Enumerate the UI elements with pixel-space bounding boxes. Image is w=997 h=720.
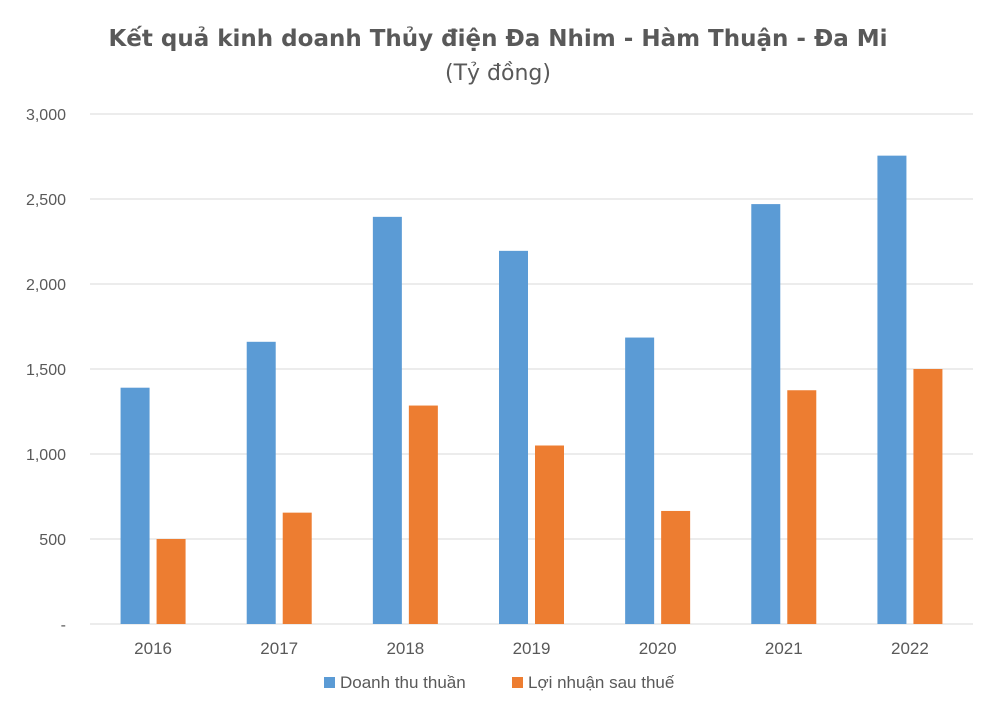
bar-doanh-thu (877, 155, 907, 624)
x-tick-label: 2019 (513, 639, 551, 658)
legend-label: Lợi nhuận sau thuế (528, 673, 675, 692)
bar-doanh-thu (751, 204, 781, 624)
bar-loi-nhuan (787, 390, 817, 624)
bar-doanh-thu (120, 387, 150, 624)
x-axis-ticks: 2016 2017 2018 2019 2020 2021 2022 (134, 639, 929, 658)
legend: Doanh thu thuần Lợi nhuận sau thuế (324, 673, 675, 692)
bar-loi-nhuan (156, 539, 186, 624)
x-tick-label: 2017 (260, 639, 298, 658)
y-tick-label: 2,000 (26, 277, 66, 294)
bar-doanh-thu (625, 337, 655, 624)
x-tick-label: 2021 (765, 639, 803, 658)
bar-loi-nhuan (408, 405, 438, 624)
y-axis-ticks: - 500 1,000 1,500 2,000 2,500 3,000 (26, 107, 66, 634)
x-tick-label: 2020 (639, 639, 677, 658)
legend-swatch (512, 677, 523, 688)
y-tick-label: 500 (39, 532, 66, 549)
y-tick-label: - (61, 617, 66, 634)
legend-label: Doanh thu thuần (340, 673, 466, 692)
bar-loi-nhuan (661, 510, 691, 624)
y-tick-label: 1,500 (26, 362, 66, 379)
y-tick-label: 1,000 (26, 447, 66, 464)
bar-loi-nhuan (282, 512, 312, 624)
bar-doanh-thu (499, 250, 528, 624)
bar-doanh-thu (246, 341, 276, 624)
legend-swatch (324, 677, 335, 688)
y-tick-label: 3,000 (26, 107, 66, 124)
bar-loi-nhuan (913, 369, 943, 624)
bar-loi-nhuan (535, 445, 564, 624)
bar-doanh-thu (372, 216, 402, 624)
y-tick-label: 2,500 (26, 192, 66, 209)
chart-title: Kết quả kinh doanh Thủy điện Đa Nhim - H… (108, 25, 887, 52)
gridlines (90, 113, 973, 625)
bars (120, 155, 943, 624)
x-tick-label: 2016 (134, 639, 172, 658)
chart-subtitle: (Tỷ đồng) (445, 61, 551, 86)
x-tick-label: 2022 (891, 639, 929, 658)
x-tick-label: 2018 (386, 639, 424, 658)
